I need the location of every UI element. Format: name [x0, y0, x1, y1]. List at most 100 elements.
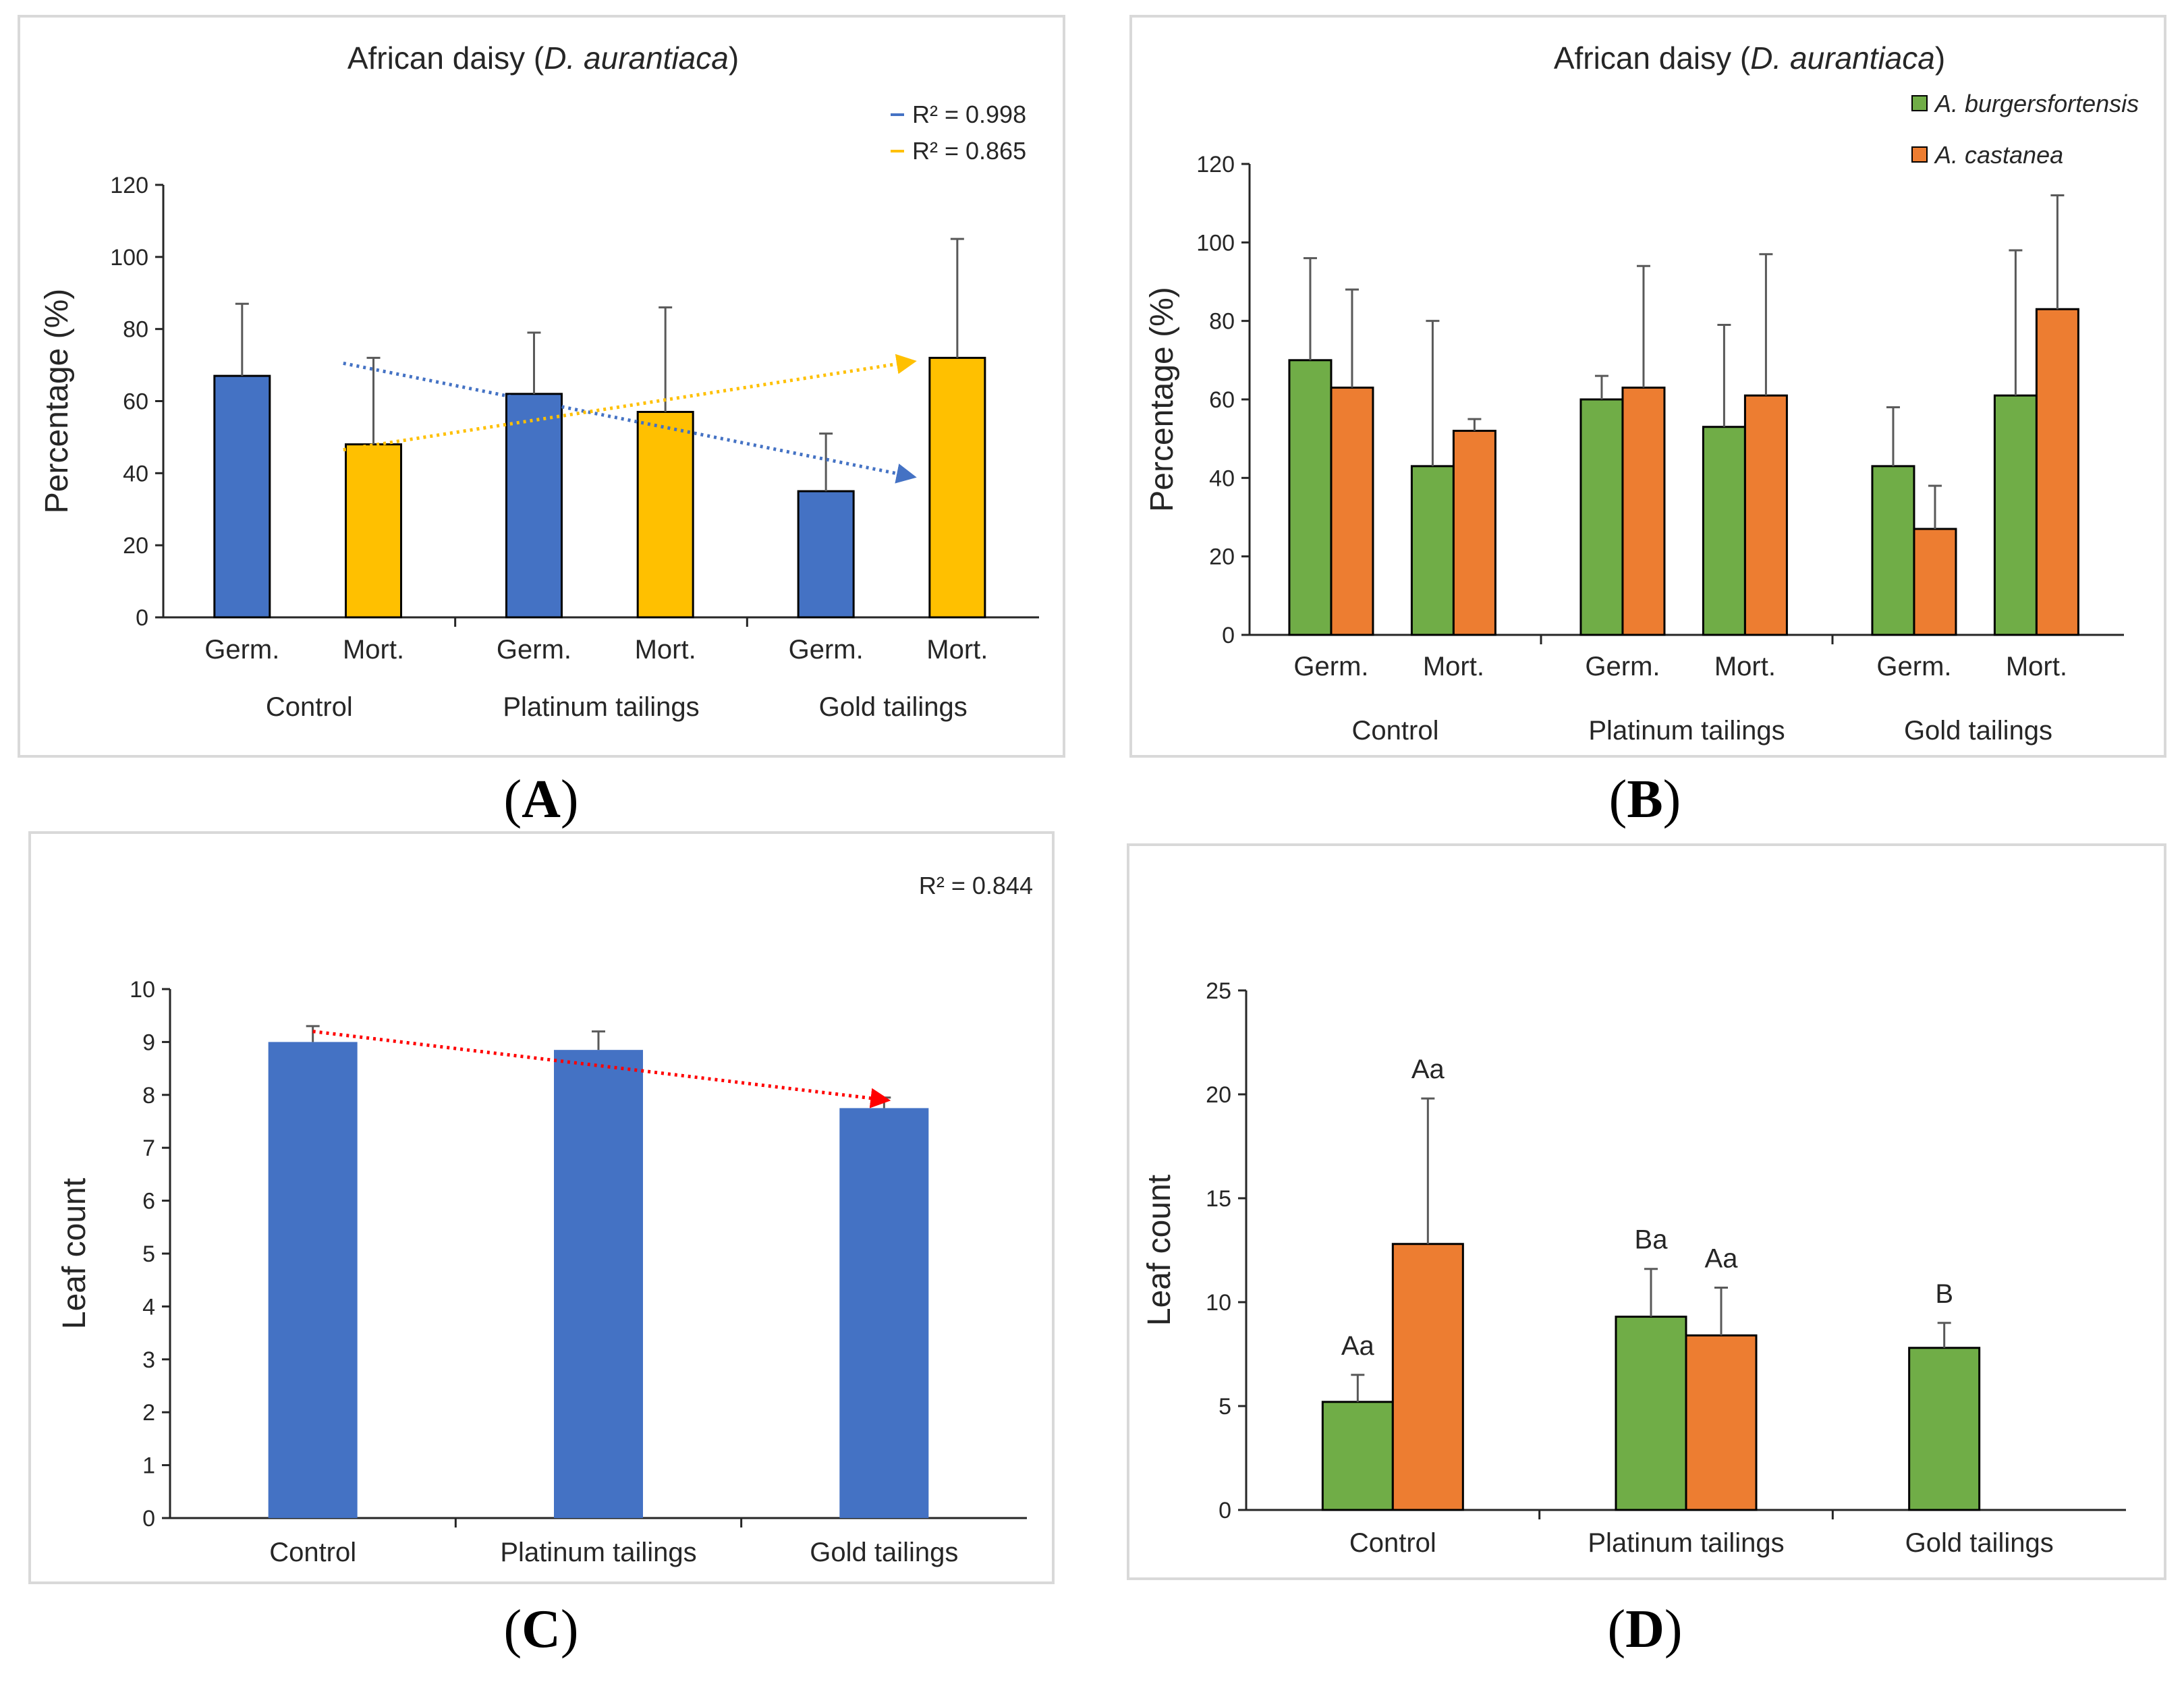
legend-r2-label: R² = 0.998	[912, 101, 1026, 128]
y-tick-label: 5	[1219, 1394, 1231, 1420]
panel-label-c: (C)	[503, 1600, 579, 1659]
legend-swatch	[1911, 146, 1928, 163]
x-subcategory-label: Germ.	[204, 635, 279, 665]
significance-letter: Aa	[1411, 1055, 1445, 1084]
y-tick-label: 40	[123, 461, 148, 486]
y-tick-label: 60	[123, 389, 148, 415]
y-tick-label: 0	[1219, 1498, 1231, 1523]
bar-burgersfortensis	[1288, 359, 1333, 636]
significance-letter: Aa	[1341, 1331, 1375, 1361]
trendline-germination	[343, 361, 917, 484]
panel-label-a: (A)	[503, 770, 579, 829]
y-tick-label: 100	[110, 245, 148, 271]
y-tick-label: 80	[123, 317, 148, 343]
legend-label: A. castanea	[1934, 141, 2063, 169]
x-category-label: Control	[269, 1538, 356, 1567]
y-tick-label: 6	[142, 1189, 155, 1214]
bar-castanea	[2035, 308, 2079, 636]
chart-title: African daisy (D. aurantiaca)	[1554, 40, 1945, 76]
y-tick-label: 0	[1222, 623, 1235, 648]
panel-a: African daisy (D. aurantiaca) 0 20 40 60 80 10…	[18, 15, 1065, 758]
x-group-label: Gold tailings	[819, 692, 968, 722]
bar-burgersfortensis	[1615, 1316, 1687, 1511]
bar-control	[268, 1042, 358, 1518]
bar-platinum-tailings-germ	[505, 393, 563, 619]
y-tick-label: 120	[110, 173, 148, 198]
panel-label-b: (B)	[1608, 770, 1681, 829]
x-category-label: Control	[1349, 1528, 1436, 1558]
y-tick-label: 4	[142, 1294, 155, 1320]
bar-gold-tailings	[839, 1108, 929, 1518]
x-category-label: Platinum tailings	[1588, 1528, 1784, 1558]
trendline-mortality	[343, 354, 917, 452]
y-tick-label: 5	[142, 1241, 155, 1267]
bar-castanea	[1452, 430, 1496, 636]
y-tick-label: 9	[142, 1030, 155, 1055]
bar-control-mort	[345, 443, 403, 619]
x-group-label: Platinum tailings	[503, 692, 699, 722]
panel-d: 0 5 10 15 20 25 Leaf count Aa Aa Control Ba Aa Plati…	[1127, 843, 2166, 1580]
bar-burgersfortensis	[1410, 465, 1455, 636]
significance-letter: Aa	[1705, 1243, 1739, 1273]
bar-burgersfortensis	[1871, 465, 1915, 636]
trendline-leaf-count	[312, 1030, 891, 1109]
bar-burgersfortensis	[1908, 1347, 1981, 1511]
title-end: )	[729, 40, 739, 76]
bar-castanea	[1391, 1243, 1464, 1511]
title-end: )	[1935, 40, 1945, 76]
bar-burgersfortensis	[1579, 398, 1624, 636]
y-tick-label: 20	[123, 533, 148, 559]
bar-castanea	[1330, 387, 1374, 636]
x-category-label: Gold tailings	[1905, 1528, 2054, 1558]
x-subcategory-label: Germ.	[789, 635, 864, 665]
x-group-label: Gold tailings	[1904, 716, 2052, 746]
y-tick-label: 40	[1209, 466, 1235, 491]
x-group-label: Platinum tailings	[1588, 716, 1785, 746]
x-category-label: Gold tailings	[810, 1538, 958, 1567]
panel-label-d: (D)	[1607, 1600, 1683, 1659]
y-tick-label: 25	[1206, 978, 1231, 1004]
y-tick-label: 80	[1209, 309, 1235, 335]
y-tick-label: 60	[1209, 387, 1235, 413]
x-subcategory-label: Mort.	[635, 635, 696, 665]
x-category-label: Platinum tailings	[500, 1538, 696, 1567]
panel-c: 0 1 2 3 4 5 6 7 8 9 10 Leaf count Control Platinum ta…	[28, 831, 1055, 1584]
y-tick-label: 10	[1206, 1290, 1231, 1316]
y-tick-label: 0	[142, 1506, 155, 1532]
bar-control-germ	[213, 374, 271, 619]
y-tick-label: 120	[1196, 152, 1235, 177]
bar-platinum-tailings	[554, 1050, 643, 1518]
bar-gold-tailings-germ	[797, 490, 855, 619]
bar-castanea	[1685, 1334, 1758, 1511]
bar-castanea	[1913, 528, 1957, 636]
r2-label: R² = 0.844	[919, 872, 1033, 899]
y-axis-label: Leaf count	[57, 1178, 92, 1329]
significance-letter: Ba	[1635, 1225, 1669, 1255]
y-tick-label: 1	[142, 1453, 155, 1479]
significance-letter: B	[1935, 1279, 1953, 1309]
y-axis-label: Leaf count	[1142, 1175, 1177, 1326]
x-subcategory-label: Mort.	[2006, 652, 2067, 681]
chart-title: African daisy (D. aurantiaca)	[347, 40, 739, 76]
legend-r2-label: R² = 0.865	[912, 137, 1026, 165]
y-tick-label: 2	[142, 1400, 155, 1426]
y-tick-label: 10	[130, 977, 155, 1003]
bar-castanea	[1743, 394, 1788, 636]
y-axis-label: Percentage (%)	[39, 289, 75, 514]
chart-b-svg: African daisy (D. aurantiaca) 0 20 40 60 80 10…	[1144, 40, 2139, 746]
y-tick-label: 7	[142, 1136, 155, 1161]
x-subcategory-label: Mort.	[1423, 652, 1484, 681]
title-part: African daisy (	[347, 40, 544, 76]
y-tick-label: 20	[1209, 544, 1235, 570]
x-subcategory-label: Germ.	[497, 635, 571, 665]
bar-gold-tailings-mort	[928, 356, 986, 619]
x-subcategory-label: Mort.	[926, 635, 988, 665]
bar-burgersfortensis	[1321, 1401, 1394, 1511]
y-tick-label: 0	[136, 605, 148, 631]
y-axis-label: Percentage (%)	[1144, 287, 1180, 512]
x-subcategory-label: Mort.	[1714, 652, 1776, 681]
bar-burgersfortensis	[1993, 394, 2038, 636]
y-tick-label: 3	[142, 1347, 155, 1373]
x-subcategory-label: Mort.	[343, 635, 404, 665]
x-group-label: Control	[266, 692, 353, 722]
